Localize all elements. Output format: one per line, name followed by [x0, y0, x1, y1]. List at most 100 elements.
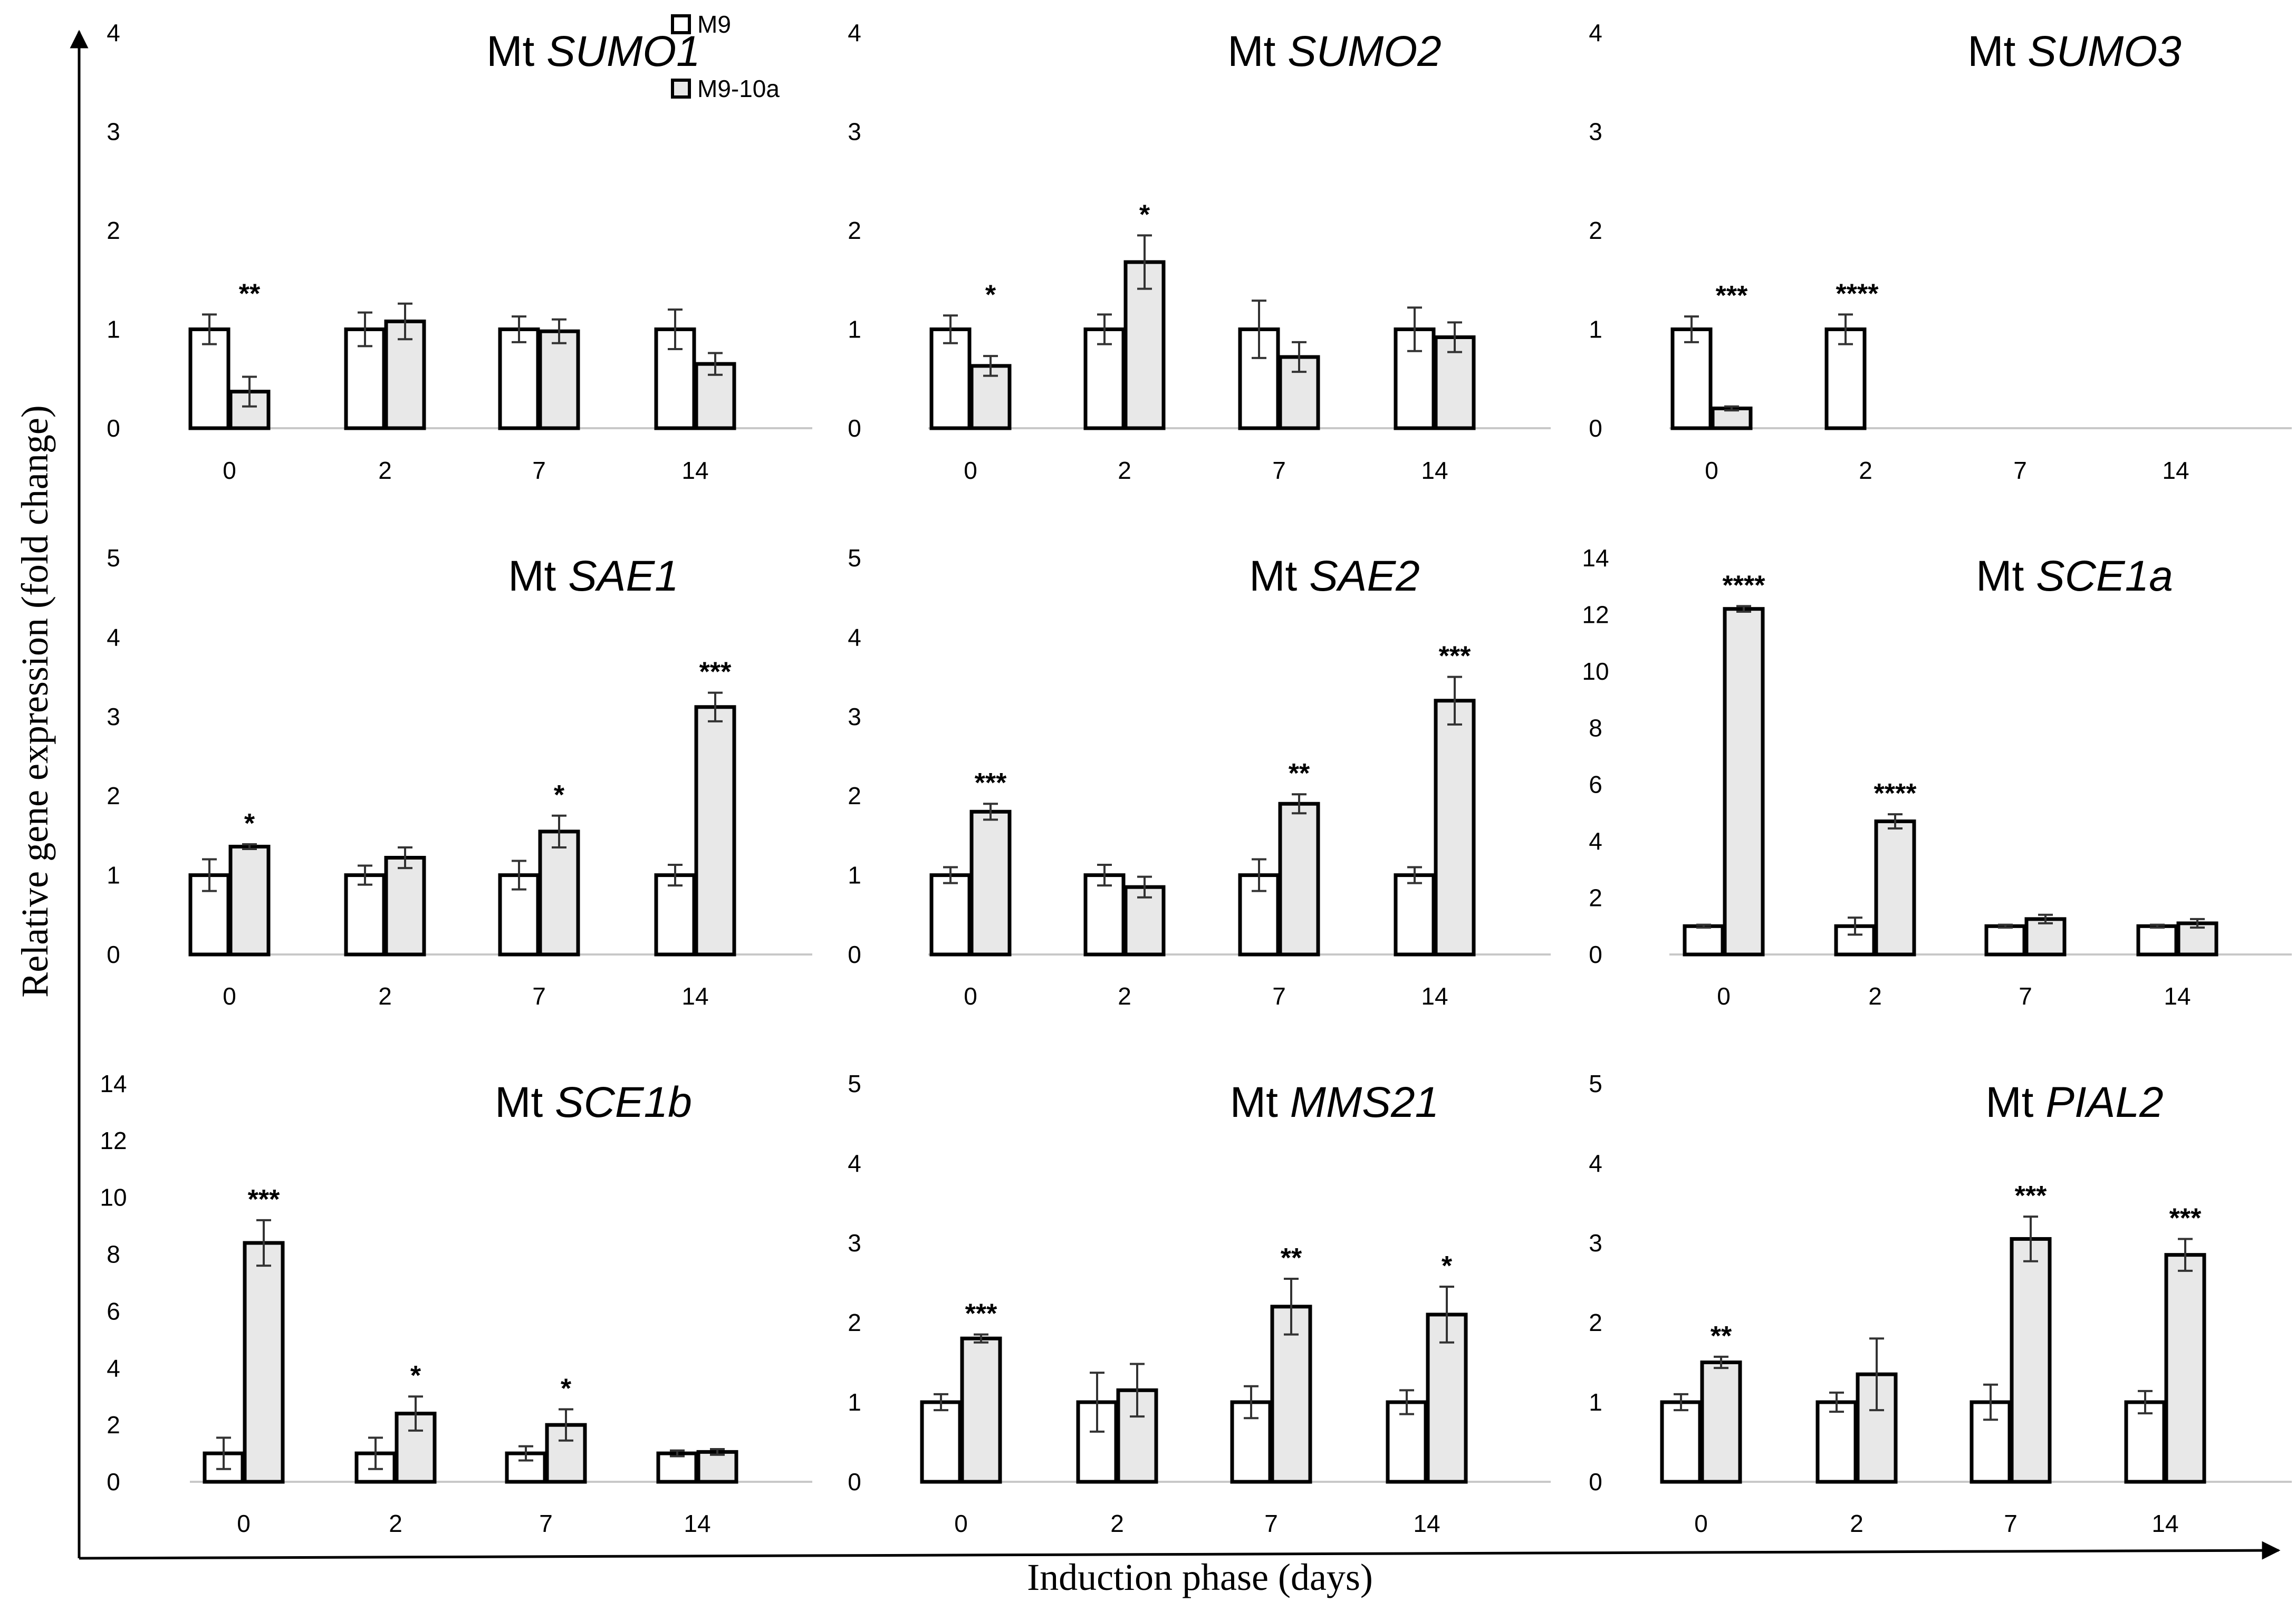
panel-title-prefix: Mt [1985, 1078, 2045, 1126]
panel-title-prefix: Mt [1249, 552, 1309, 600]
bar-m9-10a [2164, 1253, 2206, 1484]
y-tick-label: 8 [107, 1241, 120, 1268]
y-tick-label: 10 [1582, 658, 1609, 685]
x-tick-label: 2 [1859, 457, 1872, 484]
error-bar [256, 1219, 271, 1267]
y-tick-label: 0 [848, 941, 861, 968]
significance-marker: * [1139, 199, 1150, 230]
error-bar [1407, 866, 1422, 884]
y-tick-label: 1 [848, 1388, 861, 1416]
y-tick-label: 3 [1589, 118, 1602, 146]
bar-m9 [1660, 1400, 1702, 1484]
panel-title: Mt MMS21 [1230, 1078, 1439, 1126]
bar-m9 [344, 873, 386, 957]
bar-m9-10a [1278, 802, 1320, 957]
significance-marker: ** [1711, 1321, 1732, 1352]
error-bar [1998, 923, 2013, 929]
bar-m9 [1824, 327, 1867, 430]
error-bar [708, 691, 723, 722]
error-bar [2038, 913, 2053, 924]
y-tick-label: 6 [107, 1297, 120, 1325]
y-tick-label: 5 [107, 544, 120, 572]
y-tick-label: 3 [107, 703, 120, 730]
y-tick-label: 0 [848, 1468, 861, 1496]
error-bar [983, 355, 998, 377]
significance-marker: ** [239, 278, 261, 309]
error-bar [2190, 918, 2205, 929]
error-bar [202, 858, 217, 892]
significance-marker: * [244, 808, 255, 839]
y-tick-label: 2 [107, 782, 120, 809]
panel-title: Mt SUMO2 [1227, 27, 1441, 75]
bar-m9-10a [1700, 1361, 1742, 1484]
error-bar [358, 864, 372, 886]
y-tick-label: 0 [1589, 414, 1602, 442]
error-bar [1130, 1363, 1145, 1418]
bar-m9-10a [694, 705, 736, 957]
error-bar [670, 1449, 685, 1458]
error-bar [242, 843, 257, 850]
bar-m9-10a [1874, 819, 1916, 957]
error-bar [1252, 858, 1266, 892]
legend-label-m9: M9 [697, 11, 731, 38]
y-tick-label: 4 [107, 1354, 120, 1382]
bar-m9 [1083, 873, 1126, 957]
error-bar [1838, 313, 1853, 345]
error-bar [398, 302, 412, 341]
y-tick-label: 4 [848, 623, 861, 651]
error-bar [559, 1408, 573, 1442]
significance-marker: * [410, 1361, 421, 1391]
y-tick-label: 0 [1589, 941, 1602, 968]
panel-title: Mt SCE1b [495, 1078, 692, 1126]
bar-m9 [1834, 924, 1876, 957]
error-bar [2178, 1238, 2193, 1272]
significance-marker: *** [699, 657, 732, 688]
bar-m9-10a [384, 856, 426, 957]
error-bar [1736, 605, 1751, 613]
bar-m9-10a [538, 329, 580, 430]
significance-marker: **** [1874, 778, 1917, 809]
y-tick-label: 0 [107, 941, 120, 968]
error-bar [1848, 917, 1862, 936]
bar-m9 [1083, 327, 1126, 430]
bar-m9 [920, 1400, 962, 1484]
x-tick-label: 0 [1694, 1510, 1708, 1537]
panel-title: Mt SUMO3 [1967, 27, 2181, 75]
error-bar [1284, 1277, 1299, 1336]
bar-m9 [1394, 873, 1436, 957]
bar-m9-10a [696, 1450, 738, 1484]
significance-marker: ** [1289, 758, 1310, 789]
x-tick-label: 14 [1421, 457, 1448, 484]
bar-m9-10a [538, 829, 580, 957]
error-bar [1407, 306, 1422, 352]
error-bar [518, 1445, 533, 1462]
significance-marker: * [561, 1373, 572, 1404]
error-bar [1983, 1383, 1998, 1421]
x-tick-label: 7 [2013, 457, 2027, 484]
y-tick-label: 1 [107, 862, 120, 889]
y-tick-label: 4 [848, 1150, 861, 1177]
significance-marker: **** [1723, 570, 1766, 601]
bar-m9-10a [2176, 921, 2218, 957]
bar-m9 [203, 1451, 245, 1484]
x-tick-label: 0 [1717, 982, 1731, 1010]
bar-m9-10a [2024, 917, 2067, 957]
legend-swatch-m9-10a [671, 79, 691, 99]
error-bar [2138, 1390, 2153, 1415]
panel-title: Mt SAE1 [508, 552, 679, 600]
y-tick-label: 2 [1589, 217, 1602, 244]
panel-title-prefix: Mt [508, 552, 568, 600]
y-tick-label: 1 [1589, 1388, 1602, 1416]
error-bar [216, 1436, 231, 1470]
significance-marker: *** [2015, 1181, 2047, 1211]
error-bar [1090, 1372, 1104, 1433]
y-tick-label: 3 [848, 118, 861, 146]
y-tick-label: 1 [1589, 316, 1602, 343]
error-bar [1447, 321, 1462, 353]
legend: M9 M9-10a [671, 11, 780, 102]
bar-m9 [2136, 924, 2178, 957]
error-bar [408, 1395, 423, 1432]
y-tick-label: 1 [107, 316, 120, 343]
